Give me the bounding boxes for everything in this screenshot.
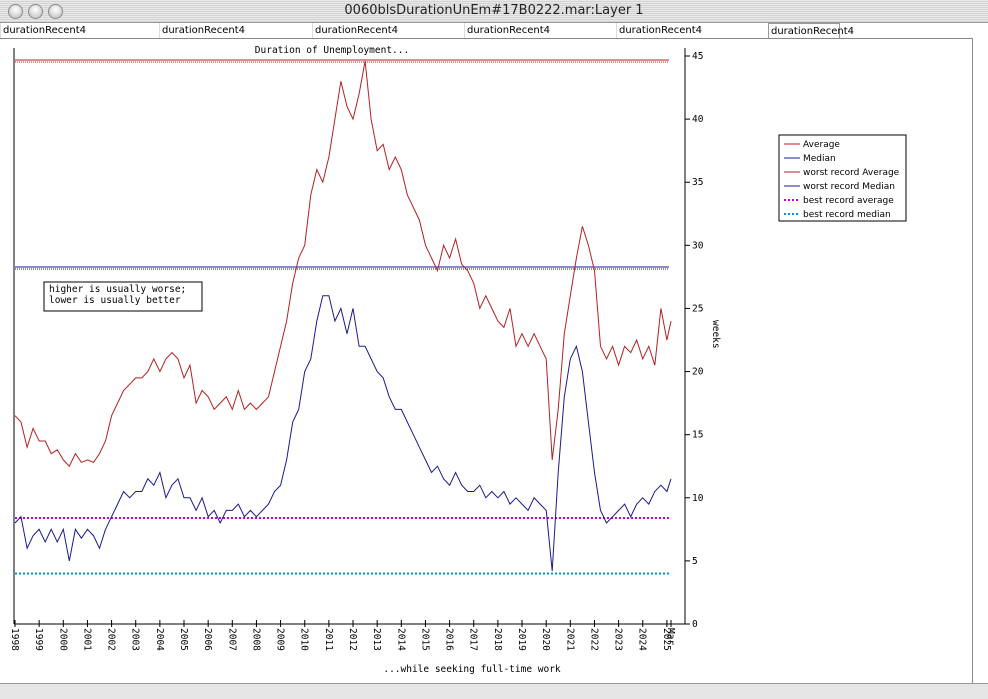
x-tick-label: 2005 <box>178 628 189 651</box>
x-tick-label: 2004 <box>154 628 165 651</box>
y-tick-label: 45 <box>692 51 703 62</box>
window-edge <box>972 38 988 683</box>
tab[interactable]: durationRecent4 <box>0 23 150 38</box>
y-tick-label: 5 <box>692 556 698 567</box>
x-tick-label: 2024 <box>637 628 648 651</box>
legend-label: worst record Median <box>803 182 895 192</box>
x-axis-label: ...while seeking full-time work <box>383 664 561 675</box>
legend-label: best record median <box>803 210 891 220</box>
x-tick-label: 2016 <box>444 628 455 651</box>
legend-label: best record average <box>803 196 894 206</box>
tab[interactable]: durationRecent4 <box>768 23 854 38</box>
x-tick-label: 2022 <box>588 628 599 651</box>
x-tick-label: 2002 <box>106 628 117 651</box>
y-tick-label: 0 <box>692 619 698 630</box>
window-title: 0060blsDurationUnEm#17B0222.mar:Layer 1 <box>344 3 644 18</box>
tab[interactable]: durationRecent4 <box>312 23 462 38</box>
legend-label: Average <box>803 140 840 150</box>
annotation: lower is usually better <box>49 295 181 306</box>
status-bar <box>0 683 988 699</box>
x-tick-label: 2023 <box>613 628 624 651</box>
y-tick-label: 20 <box>692 367 704 378</box>
tab[interactable]: durationRecent4 <box>159 23 309 38</box>
y-tick-label: 30 <box>692 240 704 251</box>
chart-title: Duration of Unemployment... <box>255 45 409 56</box>
x-tick-label: 2018 <box>492 628 503 651</box>
x-tick-label: 2008 <box>250 628 261 651</box>
y-tick-label: 40 <box>692 114 704 125</box>
x-tick-label: 2009 <box>275 628 286 651</box>
x-tick-label: 2019 <box>516 628 527 651</box>
legend <box>778 134 907 222</box>
x-tick-label: 2003 <box>130 628 141 651</box>
annotation-box <box>43 281 203 312</box>
x-tick-label: 2025 <box>661 628 672 651</box>
x-tick-label: 2001 <box>81 628 92 651</box>
series-line <box>14 295 672 572</box>
minimize-button[interactable] <box>28 4 43 19</box>
x-tick-label: 2013 <box>371 628 382 651</box>
x-tick-label: 2014 <box>395 628 406 651</box>
x-tick-label: 2020 <box>540 628 551 651</box>
annotation: higher is usually worse; <box>49 284 186 295</box>
x-tick-label: 2011 <box>323 628 334 651</box>
y-tick-label: 25 <box>692 303 703 314</box>
x-tick-label: Mar <box>665 628 676 645</box>
y-axis-label: weeks <box>710 320 721 349</box>
x-tick-label: 2006 <box>202 628 213 651</box>
title-bar: 0060blsDurationUnEm#17B0222.mar:Layer 1 <box>0 0 988 23</box>
x-tick-label: 1998 <box>9 628 20 651</box>
series-line <box>14 60 672 468</box>
y-tick-label: 35 <box>692 177 703 188</box>
x-tick-label: 2017 <box>468 628 479 651</box>
tab-bar: durationRecent4 durationRecent4 duration… <box>0 23 988 39</box>
legend-label: Median <box>803 154 836 164</box>
x-tick-label: 1999 <box>33 628 44 651</box>
x-tick-label: 2012 <box>347 628 358 651</box>
legend-label: worst record Average <box>803 168 900 178</box>
chart: Duration of Unemployment... ...while see… <box>9 45 907 675</box>
x-tick-label: 2021 <box>564 628 575 651</box>
tab[interactable]: durationRecent4 <box>616 23 766 38</box>
zoom-button[interactable] <box>48 4 63 19</box>
y-tick-label: 10 <box>692 493 704 504</box>
x-tick-label: 2015 <box>419 628 430 651</box>
y-tick-label: 15 <box>692 430 703 441</box>
close-button[interactable] <box>8 4 23 19</box>
x-tick-label: 2000 <box>57 628 68 651</box>
tab[interactable]: durationRecent4 <box>464 23 614 38</box>
x-tick-label: 2010 <box>299 628 310 651</box>
x-tick-label: 2007 <box>226 628 237 651</box>
